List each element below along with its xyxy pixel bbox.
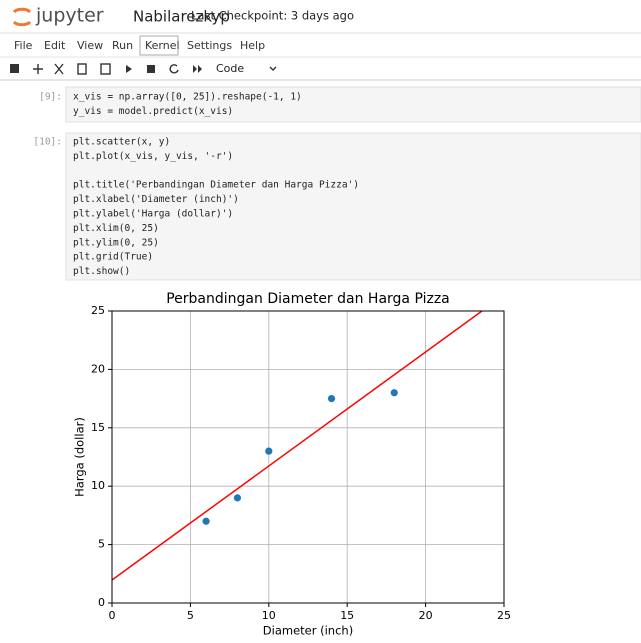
x-tick-label: 5 (187, 609, 194, 622)
code-line: plt.grid(True) (73, 252, 153, 263)
cut-icon[interactable] (54, 63, 64, 75)
code-line: plt.show() (73, 266, 130, 277)
x-axis-label: Diameter (inch) (263, 624, 353, 638)
scatter-point (327, 395, 336, 403)
menu-item[interactable]: Help (240, 39, 265, 52)
code-line: y_vis = model.predict(x_vis) (73, 106, 233, 117)
code-line: plt.scatter(x, y) (73, 137, 170, 148)
x-tick-label: 15 (340, 609, 354, 622)
logo-text[interactable]: jupyter (35, 5, 104, 27)
scatter-point (390, 389, 398, 397)
code-line: plt.ylabel('Harga (dollar)') (73, 209, 233, 220)
menu-item[interactable]: Edit (44, 39, 66, 52)
regression-line (112, 311, 484, 581)
fast-forward-icon[interactable] (193, 65, 202, 73)
y-tick-label: 5 (98, 538, 105, 551)
code-line: plt.ylim(0, 25) (73, 237, 159, 248)
code-line: plt.title('Perbandingan Diameter dan Har… (73, 180, 359, 191)
x-tick-label: 25 (497, 609, 511, 622)
y-tick-label: 10 (91, 479, 105, 492)
cell-type[interactable]: Code (216, 62, 244, 75)
checkpoint: Last Checkpoint: 3 days ago (191, 9, 354, 23)
restart-icon[interactable] (169, 64, 179, 74)
menu-item[interactable]: Run (112, 39, 133, 52)
run-icon[interactable] (126, 65, 132, 73)
y-tick-label: 20 (91, 362, 105, 375)
save-icon[interactable] (10, 64, 19, 73)
menu-item[interactable]: File (14, 39, 33, 52)
stop-icon[interactable] (147, 65, 155, 73)
logo-arc (12, 7, 32, 14)
notebook-name[interactable]: Nabilarezkyp (133, 8, 230, 26)
menu-item[interactable]: Kernel (145, 39, 180, 52)
chart: Perbandingan Diameter dan Harga Pizza 0 5 1… (73, 291, 512, 638)
add-icon[interactable] (33, 64, 43, 74)
y-tick-label: 0 (98, 596, 105, 609)
scatter-point (202, 517, 210, 525)
prompt: [10]: (33, 137, 62, 148)
scatter-point (265, 447, 273, 455)
x-tick-label: 10 (262, 609, 276, 622)
prompt: [9]: (39, 92, 62, 103)
menu-item[interactable]: Settings (187, 39, 232, 52)
code-cell[interactable] (65, 132, 641, 281)
dropdown-arrow[interactable] (269, 66, 277, 71)
paste-icon[interactable] (100, 63, 111, 75)
copy-icon[interactable] (77, 63, 87, 75)
code-line: plt.xlabel('Diameter (inch)') (73, 194, 239, 205)
x-tick-label: 20 (419, 609, 433, 622)
code-cell[interactable] (65, 86, 641, 123)
menu-item[interactable]: View (77, 39, 103, 52)
y-axis-label: Harga (dollar) (73, 417, 87, 497)
menu-highlight (139, 35, 179, 56)
scatter-point (233, 494, 242, 502)
y-tick-label: 15 (91, 421, 105, 434)
code-line: x_vis = np.array([0, 25]).reshape(-1, 1) (73, 92, 302, 103)
x-tick-label: 0 (109, 609, 116, 622)
code-line: plt.xlim(0, 25) (73, 223, 159, 234)
axes-frame (111, 310, 505, 604)
logo-arc (12, 20, 32, 27)
code-line: plt.plot(x_vis, y_vis, '-r') (73, 151, 233, 162)
chart-title: Perbandingan Diameter dan Harga Pizza (166, 291, 450, 307)
y-tick-label: 25 (91, 304, 105, 317)
